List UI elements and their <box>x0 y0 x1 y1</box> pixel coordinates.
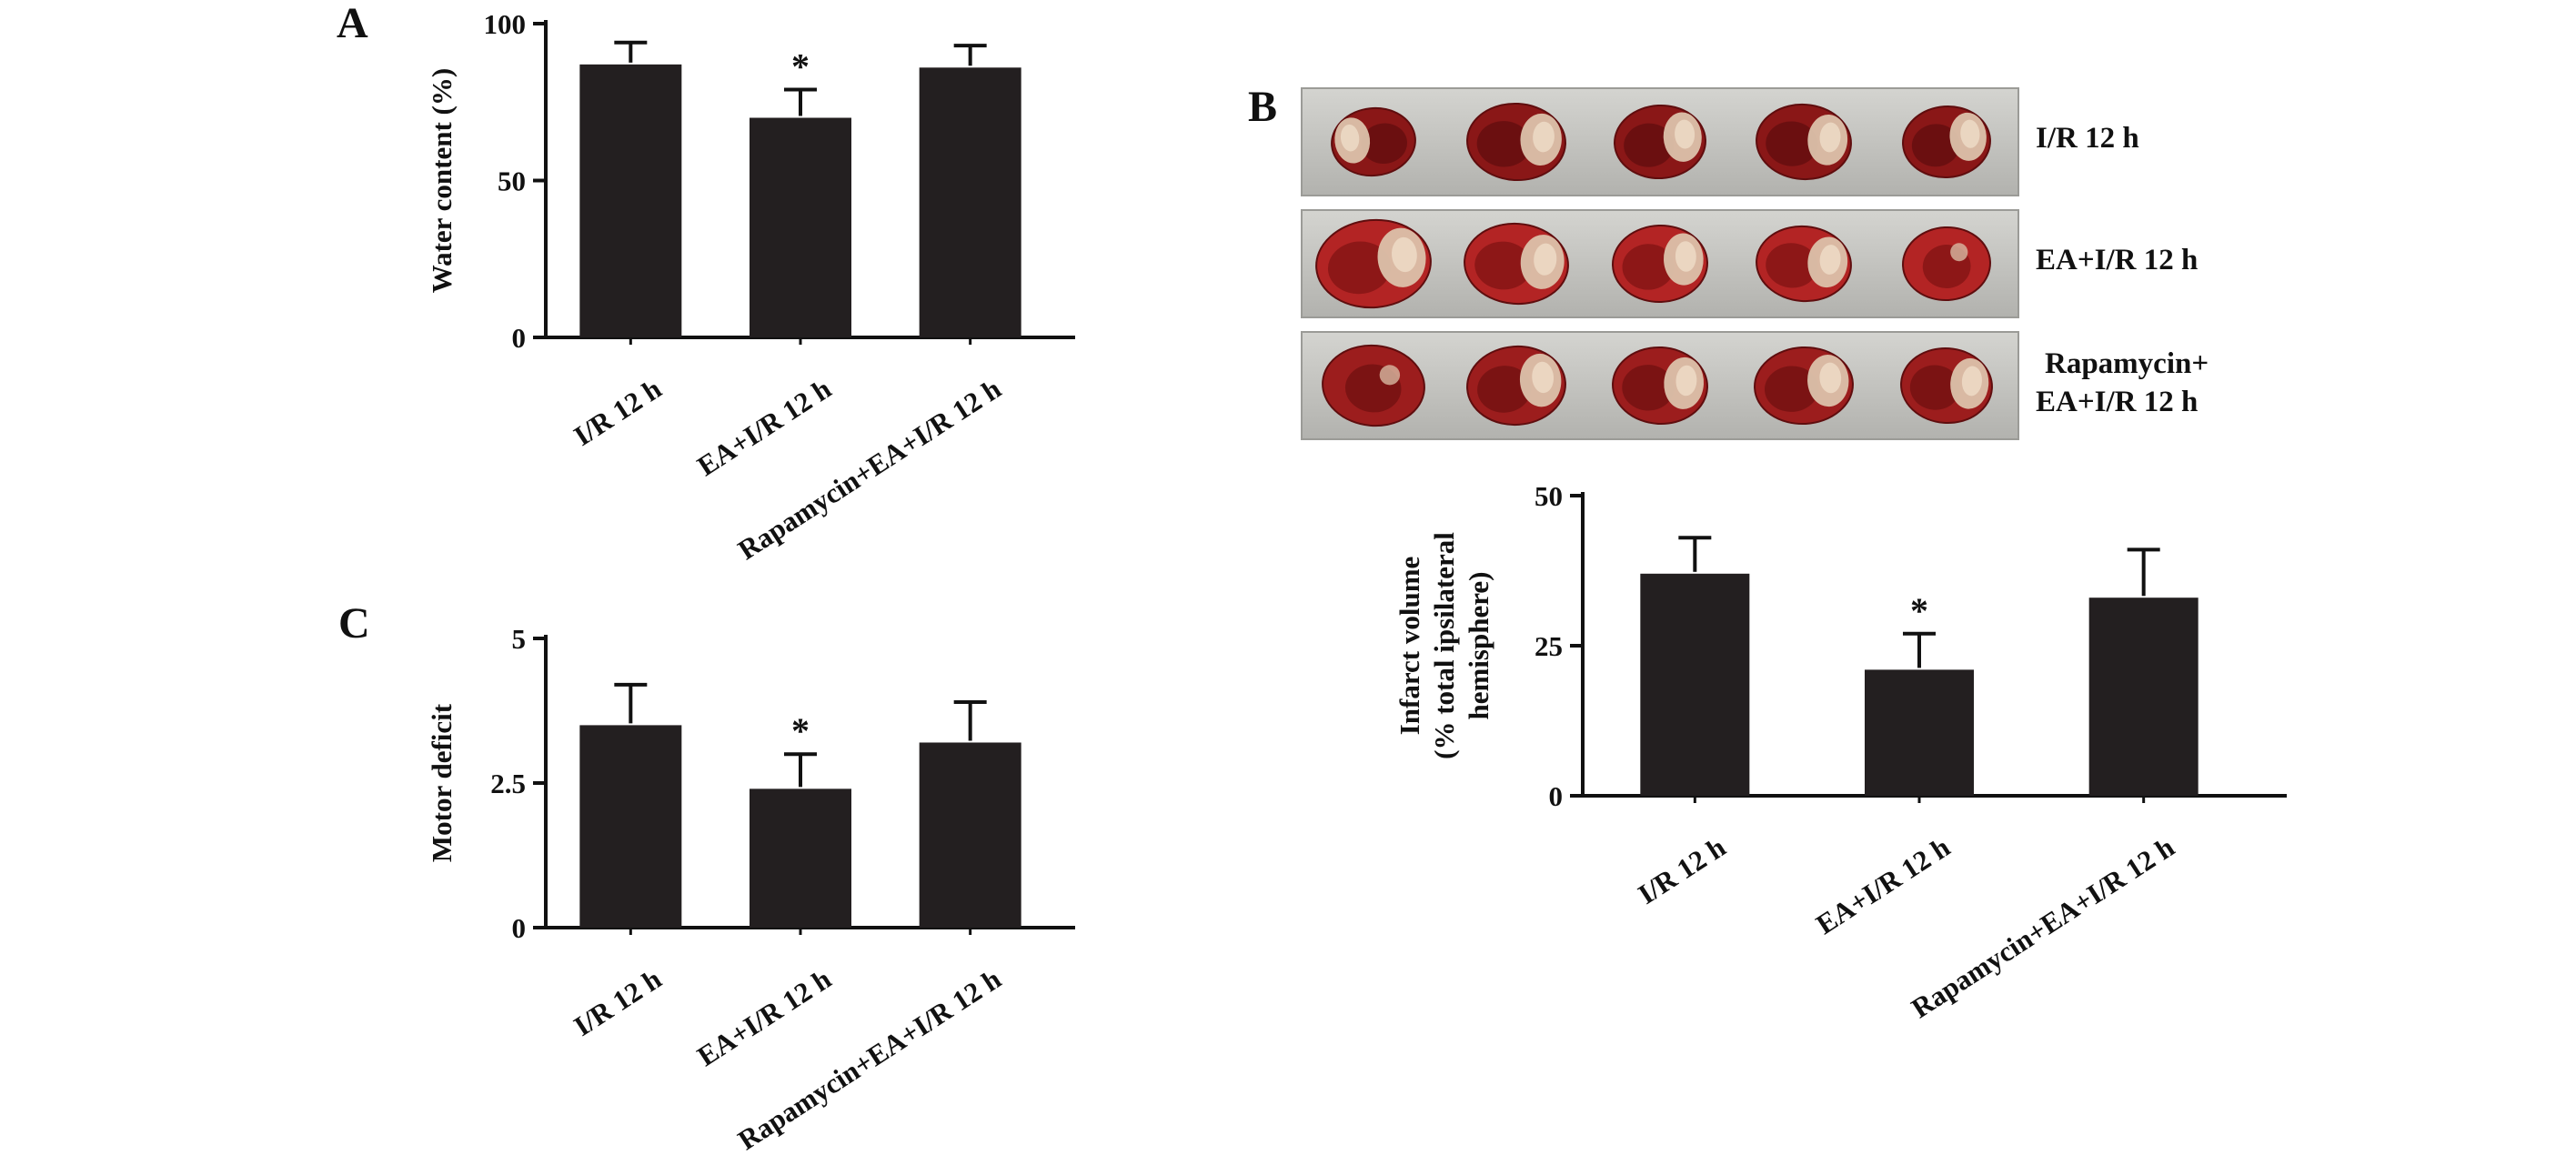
bar <box>750 788 851 928</box>
y-axis-title: Infarct volume <box>1394 557 1425 736</box>
motor-deficit-chart: 02.55I/R 12 h*EA+I/R 12 hRapamycin+EA+I/… <box>426 623 1075 1156</box>
brain-row-label-ir: I/R 12 h <box>2036 122 2139 155</box>
brain-slice-image <box>1466 345 1566 427</box>
y-tick-label: 5 <box>512 623 527 655</box>
panel-b-label: B <box>1248 83 1278 131</box>
brain-slice-image <box>1902 226 1991 302</box>
brain-row-label-rapamycin-line1: Rapamycin+ <box>2045 347 2209 380</box>
x-category-label: EA+I/R 12 h <box>1810 831 1956 941</box>
brain-row-label-rapamycin-line2: EA+I/R 12 h <box>2036 386 2199 418</box>
brain-sections-row-ea-ir <box>1301 209 2019 318</box>
brain-slice-image <box>1902 105 1991 179</box>
y-tick-label: 2.5 <box>490 768 526 799</box>
brain-slice-image <box>1756 103 1852 181</box>
bar <box>1640 573 1750 796</box>
y-tick-label: 50 <box>498 166 526 197</box>
bar <box>919 67 1021 338</box>
y-axis-title: Motor deficit <box>426 703 458 862</box>
significance-marker: * <box>791 45 810 86</box>
bar <box>750 117 851 337</box>
bar <box>1865 669 1974 796</box>
y-tick-label: 50 <box>1535 480 1563 512</box>
brain-sections-row-rapamycin <box>1301 331 2019 440</box>
brain-slice-image <box>1322 344 1425 427</box>
brain-sections-row-ir <box>1301 87 2019 196</box>
panel-c-label: C <box>338 599 370 648</box>
panel-a-label: A <box>337 0 368 47</box>
brain-row-label-ea-ir: EA+I/R 12 h <box>2036 244 2199 276</box>
y-tick-label: 25 <box>1535 630 1563 662</box>
bar <box>919 742 1021 928</box>
y-tick-label: 0 <box>512 912 527 944</box>
y-axis-title: hemisphere) <box>1463 571 1494 719</box>
brain-slice-image <box>1331 106 1416 177</box>
brain-slice-image <box>1464 222 1569 306</box>
bar <box>579 64 682 337</box>
y-axis-title: Water content (%) <box>426 68 458 293</box>
brain-slice-image <box>1900 346 1993 425</box>
x-category-label: I/R 12 h <box>569 373 668 453</box>
significance-marker: * <box>1910 590 1928 631</box>
y-tick-label: 0 <box>1549 780 1564 812</box>
bar <box>579 725 682 928</box>
x-category-label: I/R 12 h <box>1633 831 1732 911</box>
brain-slice-image <box>1612 224 1708 304</box>
brain-slice-image <box>1466 102 1566 182</box>
brain-slice-image <box>1614 104 1706 180</box>
x-category-label: EA+I/R 12 h <box>691 963 837 1073</box>
brain-slice-image <box>1612 346 1708 426</box>
y-tick-label: 0 <box>512 322 527 354</box>
brain-slice-image <box>1754 346 1854 426</box>
brain-slice-image <box>1756 225 1852 303</box>
x-category-label: EA+I/R 12 h <box>691 373 837 483</box>
brain-slice-image <box>1315 218 1432 309</box>
y-axis-title: (% total ipsilateral <box>1428 532 1460 759</box>
bar <box>2088 598 2199 796</box>
y-tick-label: 100 <box>484 8 527 40</box>
significance-marker: * <box>791 710 810 751</box>
x-category-label: I/R 12 h <box>569 963 668 1043</box>
